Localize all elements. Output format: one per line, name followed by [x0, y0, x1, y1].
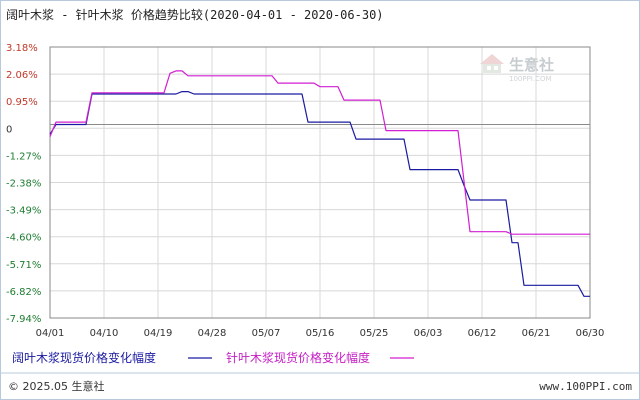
x-axis: 04/01 04/10 04/19 04/28 05/07 05/16 05/25 06/03…: [36, 328, 605, 339]
y-axis: 3.18% 2.06% 0.95% 0 -1.27% -2.38% -3.49% -4.60%…: [6, 43, 41, 325]
x-tick-label: 06/21: [522, 328, 551, 339]
watermark-logo: 生意社 100PPI.COM: [480, 54, 554, 83]
y-tick-label: 0: [6, 124, 12, 135]
legend-label-series-2: 针叶木浆现货价格变化幅度: [226, 350, 370, 365]
y-tick-label: -1.27%: [6, 151, 41, 162]
x-tick-label: 05/16: [306, 328, 335, 339]
x-tick-label: 06/30: [576, 328, 605, 339]
y-tick-label: -3.49%: [6, 206, 41, 217]
grid: [50, 47, 590, 318]
series-line-1: [49, 90, 590, 297]
x-tick-label: 06/03: [414, 328, 443, 339]
x-tick-label: 04/28: [198, 328, 227, 339]
series-line-2: [49, 70, 590, 235]
x-tick-label: 04/01: [36, 328, 65, 339]
x-tick-label: 04/10: [90, 328, 119, 339]
y-tick-label: -2.38%: [6, 179, 41, 190]
y-tick-label: 0.95%: [6, 97, 38, 108]
legend: 阔叶木浆现货价格变化幅度 针叶木浆现货价格变化幅度: [12, 350, 414, 365]
chart-title: 阔叶木浆 - 针叶木浆 价格趋势比较(2020-04-01 - 2020-06-…: [6, 7, 384, 22]
footer: [1, 374, 639, 398]
y-tick-label: -7.94%: [6, 314, 41, 325]
series: [49, 70, 590, 297]
legend-label-series-1: 阔叶木浆现货价格变化幅度: [12, 350, 156, 365]
x-tick-label: 06/12: [468, 328, 497, 339]
x-tick-label: 05/07: [252, 328, 281, 339]
x-tick-label: 04/19: [144, 328, 173, 339]
y-tick-label: -6.82%: [6, 287, 41, 298]
watermark-url: 100PPI.COM: [509, 75, 552, 83]
y-tick-label: -4.60%: [6, 233, 41, 244]
y-tick-label: -5.71%: [6, 260, 41, 271]
watermark-text: 生意社: [509, 56, 554, 74]
y-tick-label: 3.18%: [6, 43, 38, 54]
house-icon: [480, 54, 504, 73]
footer-site: www.100PPI.com: [539, 380, 632, 393]
y-tick-label: 2.06%: [6, 70, 38, 81]
x-tick-label: 05/25: [360, 328, 389, 339]
plot-area: [49, 46, 591, 319]
footer-copyright: © 2025.05 生意社: [8, 379, 104, 393]
